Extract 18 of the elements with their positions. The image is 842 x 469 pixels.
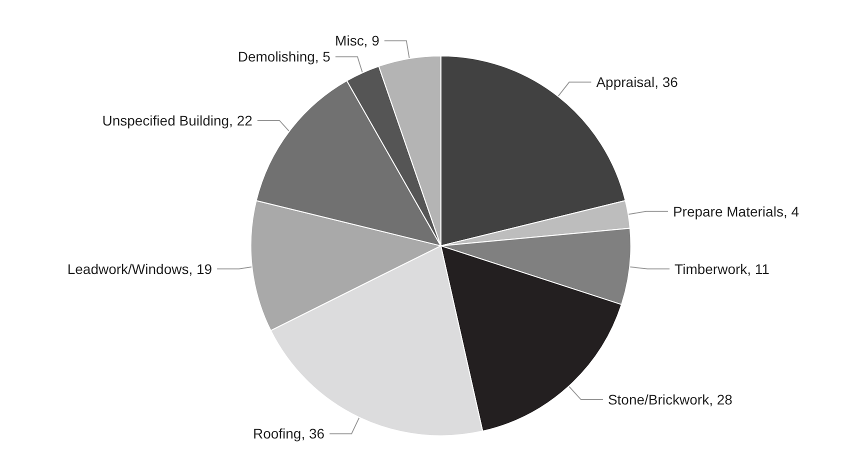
slice-label: Timberwork xyxy=(674,260,748,277)
slice-label: Appraisal xyxy=(596,74,655,90)
slice-label: Leadwork/Windows xyxy=(67,260,189,277)
slice-label: Stone/Brickwork xyxy=(608,392,710,408)
slice-label: Misc xyxy=(335,32,364,49)
data-label: , 19 xyxy=(188,260,212,277)
slice-label: Demolishing xyxy=(238,48,315,65)
slice-label: Unspecified Building xyxy=(102,112,230,128)
slice-label: Roofing xyxy=(252,426,302,442)
data-label: , 4 xyxy=(783,203,800,220)
data-label: , 28 xyxy=(709,392,733,408)
data-label: , 36 xyxy=(654,74,678,90)
data-label: , 36 xyxy=(301,426,325,442)
data-label: , 22 xyxy=(229,112,253,128)
data-label: , 9 xyxy=(364,32,380,49)
slice-label: Prepare Materials xyxy=(672,203,784,220)
data-label: , 5 xyxy=(314,48,331,65)
data-label: , 11 xyxy=(747,260,770,277)
